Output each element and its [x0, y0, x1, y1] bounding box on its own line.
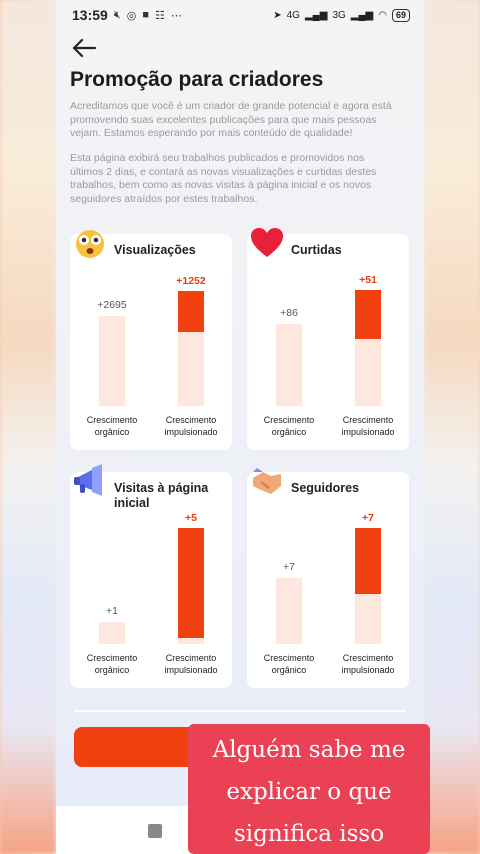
boosted-value: +5 — [185, 512, 197, 524]
wifi-icon: ◠ — [378, 9, 387, 21]
whatsapp-icon: ◎ — [126, 9, 137, 22]
location-icon: ➤ — [273, 9, 282, 21]
card-title: Curtidas — [291, 243, 342, 257]
recent-apps-icon[interactable] — [148, 824, 162, 838]
caption-line-2: explicar o que — [226, 779, 392, 805]
organic-value: +2695 — [97, 299, 127, 311]
boosted-bar-base — [355, 339, 381, 406]
boosted-bar-base — [355, 594, 381, 644]
organic-bar — [99, 622, 125, 644]
boosted-bar-base — [178, 638, 204, 644]
organic-label: Crescimento orgânico — [263, 653, 315, 675]
boosted-bar — [355, 290, 381, 339]
signal-icon: ▂▄▆ — [304, 9, 328, 21]
card-title: Visitas à página inicial — [114, 481, 209, 510]
intro-paragraph: Acreditamos que você é um criador de gra… — [70, 100, 392, 139]
heart-icon — [249, 226, 285, 262]
app-icon: ☷ — [155, 9, 165, 22]
card-profile-visits: Visitas à página inicial +1 +5 Crescimen… — [70, 464, 232, 688]
organic-bar — [276, 578, 302, 644]
shocked-face-icon — [72, 226, 108, 262]
organic-value: +7 — [283, 561, 295, 573]
signal-3g: 3G — [332, 9, 346, 21]
boosted-label: Crescimento impulsionado — [164, 415, 218, 437]
blurred-background-right — [424, 0, 480, 854]
status-bar: 13:59 🔇︎ ◎ ■ ☷ ⋯ ➤ 4G ▂▄▆ 3G ▂▄▆ ◠ 69 — [56, 0, 424, 30]
boosted-label: Crescimento impulsionado — [164, 653, 218, 675]
boosted-label: Crescimento impulsionado — [341, 415, 395, 437]
card-title: Visualizações — [114, 243, 196, 257]
organic-bar — [276, 324, 302, 406]
boosted-value: +51 — [359, 274, 377, 286]
blurred-background-left — [0, 0, 56, 854]
organic-label: Crescimento orgânico — [263, 415, 315, 437]
page-title: Promoção para criadores — [70, 68, 324, 91]
card-views: Visualizações +2695 +1252 Crescimento or… — [70, 230, 232, 450]
chat-icon: ■ — [142, 9, 150, 21]
organic-label: Crescimento orgânico — [86, 653, 138, 675]
divider — [74, 710, 406, 712]
caption-line-1: Alguém sabe me — [212, 737, 406, 763]
battery-indicator: 69 — [391, 8, 410, 22]
organic-bar — [99, 316, 125, 406]
boosted-bar — [355, 528, 381, 594]
signal-icon-2: ▂▄▆ — [350, 9, 374, 21]
more-dots-icon: ⋯ — [170, 9, 182, 22]
caption-overlay: Alguém sabe me explicar o que significa … — [188, 724, 430, 854]
mute-icon: 🔇︎ — [113, 8, 121, 21]
boosted-bar-base — [178, 332, 204, 406]
card-followers: Seguidores +7 +7 Crescimento orgânico Cr… — [247, 468, 409, 688]
boosted-bar — [178, 291, 204, 332]
caption-line-3: significa isso — [233, 821, 385, 847]
description-paragraph: Esta página exibirá seu trabalhos public… — [70, 152, 377, 205]
card-title: Seguidores — [291, 481, 360, 495]
card-likes: Curtidas +86 +51 Crescimento orgânico Cr… — [247, 228, 409, 450]
boosted-bar — [178, 528, 204, 638]
boosted-label: Crescimento impulsionado — [341, 653, 395, 675]
status-time: 13:59 — [72, 7, 108, 23]
boosted-value: +1252 — [176, 275, 206, 287]
back-arrow-icon[interactable] — [70, 36, 98, 60]
megaphone-icon — [72, 464, 108, 500]
boosted-value: +7 — [362, 512, 374, 524]
handshake-icon — [249, 464, 285, 500]
organic-label: Crescimento orgânico — [86, 415, 138, 437]
organic-value: +86 — [280, 307, 298, 319]
signal-4g: 4G — [286, 9, 300, 21]
organic-value: +1 — [106, 605, 118, 617]
